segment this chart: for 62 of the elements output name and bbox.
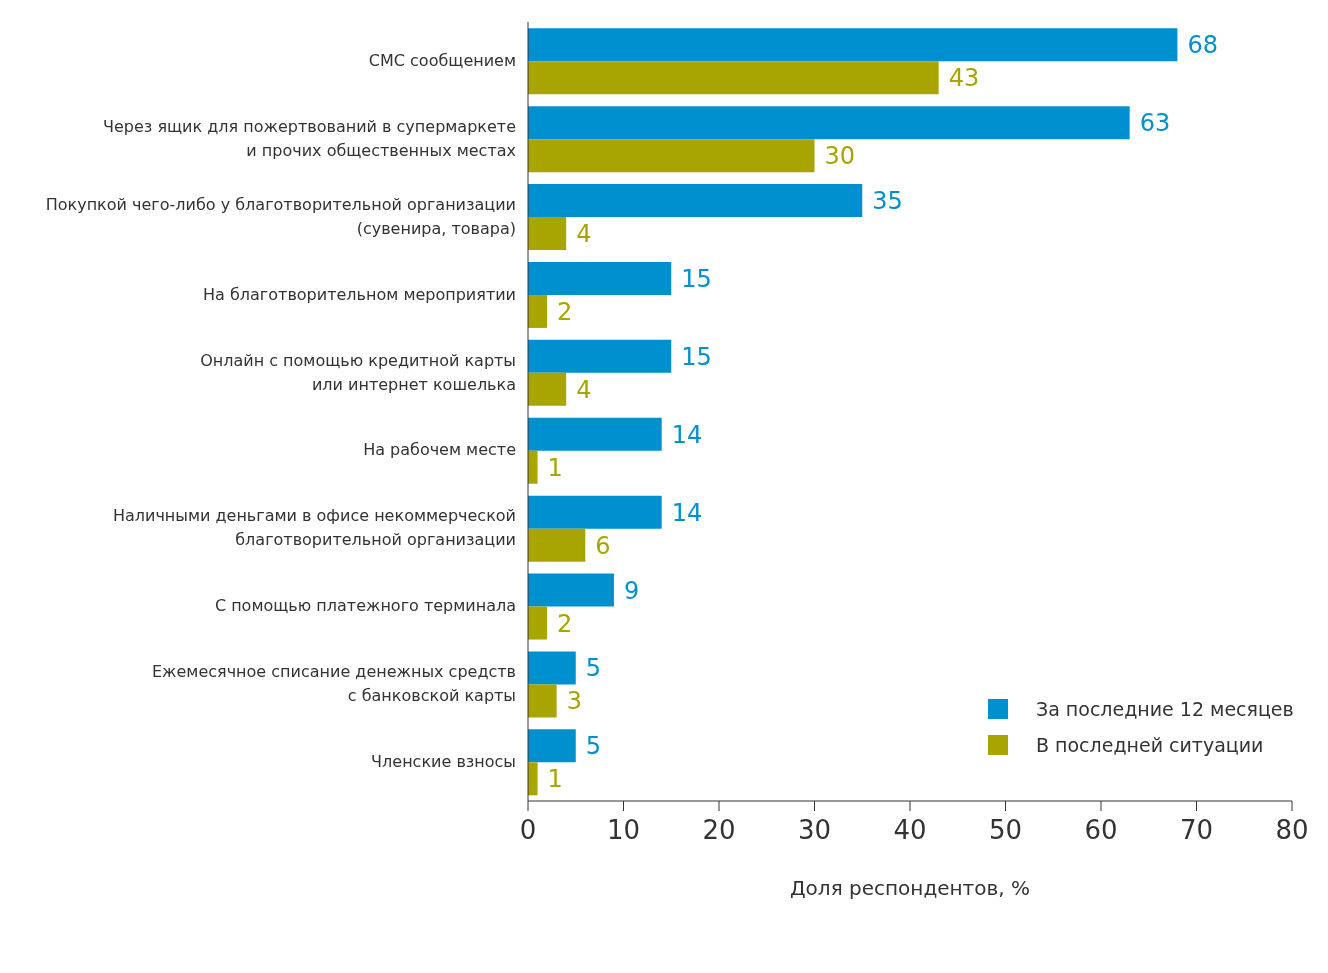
- bar: [528, 573, 614, 607]
- data-label: 3: [566, 687, 582, 716]
- data-label: 5: [585, 732, 602, 761]
- bar: [528, 339, 672, 373]
- bar: [528, 528, 586, 562]
- x-tick-label: 70: [1179, 815, 1214, 846]
- y-tick-label: На рабочем месте: [363, 439, 516, 459]
- y-tick-label: Наличными деньгами в офисе некоммерческой благотворительной организации: [112, 505, 516, 549]
- data-label: 1: [547, 765, 563, 794]
- bar: [528, 606, 548, 640]
- data-label: 15: [681, 342, 712, 371]
- x-tick-label: 60: [1084, 815, 1118, 846]
- bar: [528, 61, 939, 95]
- data-label: 2: [557, 297, 573, 326]
- x-tick-label: 80: [1275, 815, 1309, 846]
- x-tick-label: 40: [893, 815, 927, 846]
- data-label: 63: [1139, 109, 1171, 138]
- y-tick-label: На благотворительном мероприятии: [203, 284, 516, 304]
- x-tick-label: 50: [988, 815, 1023, 846]
- y-tick-label: С помощью платежного терминала: [214, 595, 516, 615]
- data-label: 14: [671, 498, 703, 527]
- data-label: 4: [576, 220, 592, 249]
- bar: [528, 762, 538, 796]
- x-axis-title: Доля респондентов, %: [789, 876, 1031, 900]
- bar: [528, 28, 1178, 62]
- y-tick-label: Онлайн с помощью кредитной карты или интернет кошелька: [200, 350, 516, 394]
- bar: [528, 184, 863, 218]
- data-label: 4: [576, 375, 592, 404]
- data-label: 6: [595, 531, 611, 560]
- data-label: 30: [824, 142, 856, 171]
- y-tick-label: Через ящик для пожертвований в супермаркете и прочих общественных местах: [103, 116, 516, 160]
- data-label: 43: [948, 64, 980, 93]
- bar: [528, 106, 1130, 140]
- data-label: 9: [623, 576, 640, 605]
- data-label: 14: [671, 420, 703, 449]
- legend-label: В последней ситуации: [1036, 734, 1264, 756]
- y-tick-label: Покупкой чего-либо у благотворительной организации (сувенира, товара): [45, 194, 516, 238]
- bar: [528, 684, 557, 718]
- data-label: 5: [585, 654, 602, 683]
- bar: [528, 294, 548, 328]
- y-tick-label: СМС сообщением: [368, 50, 516, 70]
- bar: [528, 729, 576, 763]
- data-label: 15: [681, 264, 712, 293]
- data-label: 68: [1187, 31, 1218, 60]
- data-label: 2: [557, 609, 573, 638]
- bar: [528, 139, 815, 173]
- bar: [528, 217, 567, 251]
- bar: [528, 417, 662, 451]
- bar: [528, 261, 672, 295]
- legend-label: За последние 12 месяцев: [1036, 698, 1294, 720]
- bar: [528, 651, 576, 685]
- data-label: 1: [547, 453, 563, 482]
- x-tick-label: 10: [606, 815, 641, 846]
- bar: [528, 450, 538, 484]
- bar: [528, 495, 662, 529]
- bar: [528, 372, 567, 406]
- x-tick-label: 30: [797, 815, 832, 846]
- data-label: 35: [872, 187, 903, 216]
- x-tick-label: 20: [702, 815, 736, 846]
- y-tick-label: Членские взносы: [371, 751, 516, 771]
- x-tick-label: 0: [519, 815, 537, 846]
- y-tick-label: Ежемесячное списание денежных средств с банковской карты: [151, 661, 516, 705]
